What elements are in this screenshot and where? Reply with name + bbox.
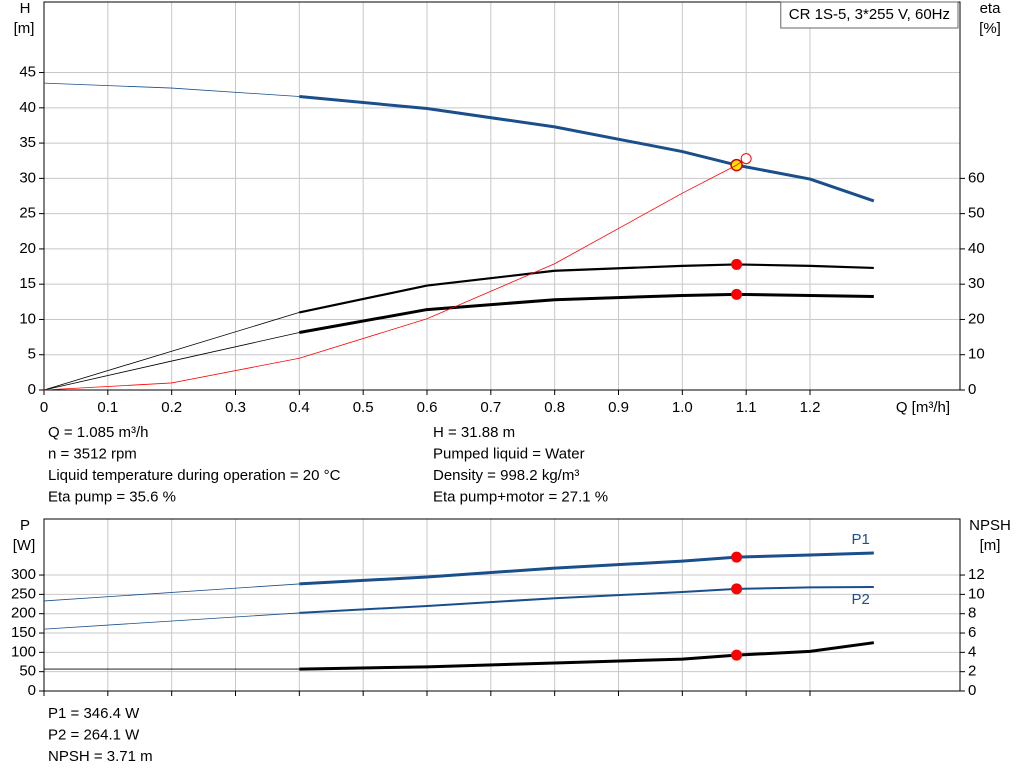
curve-extrapolated — [43, 357, 300, 391]
y-tick-label: 0 — [28, 682, 36, 699]
y2-tick-label: 60 — [968, 169, 985, 186]
y-axis-label: H — [20, 0, 31, 17]
y-tick-label: 5 — [28, 346, 36, 363]
plot-frame — [43, 1, 961, 391]
curve-extrapolated — [43, 332, 300, 391]
y-tick-label: 25 — [19, 205, 36, 222]
y2-tick-label: 0 — [968, 381, 976, 398]
duty-point — [731, 258, 743, 270]
x-tick-label: 1.2 — [800, 399, 821, 416]
y-tick-label: 40 — [19, 99, 36, 116]
x-tick-label: 0.9 — [608, 399, 629, 416]
y-tick-label: 0 — [28, 381, 36, 398]
y-tick-label: 50 — [19, 663, 36, 680]
y2-axis-unit: [m] — [980, 537, 1001, 554]
plot-frame — [43, 518, 961, 692]
y-tick-label: 200 — [11, 605, 36, 622]
y2-tick-label: 50 — [968, 205, 985, 222]
y-axis-unit: [W] — [13, 537, 36, 554]
y-tick-label: 35 — [19, 134, 36, 151]
info-text: Eta pump = 35.6 % — [48, 488, 176, 505]
duty-point — [731, 288, 743, 300]
y2-axis-label: NPSH — [969, 517, 1011, 534]
y2-tick-label: 12 — [968, 566, 985, 583]
info-text: Q = 1.085 m³/h — [48, 424, 148, 441]
x-tick-label: 0.1 — [97, 399, 118, 416]
curve — [299, 586, 874, 614]
y-tick-label: 10 — [19, 310, 36, 327]
y2-tick-label: 20 — [968, 310, 985, 327]
curve — [299, 292, 874, 334]
curve-extrapolated — [43, 612, 300, 630]
y-axis-label: P — [20, 517, 30, 534]
x-tick-label: 1.0 — [672, 399, 693, 416]
info-text: Eta pump+motor = 27.1 % — [433, 488, 608, 505]
y-tick-label: 150 — [11, 624, 36, 641]
info-text: Liquid temperature during operation = 20… — [48, 467, 341, 484]
y-tick-label: 300 — [11, 566, 36, 583]
curve — [299, 95, 875, 203]
y2-tick-label: 0 — [968, 682, 976, 699]
y2-tick-label: 2 — [968, 663, 976, 680]
curve — [299, 158, 747, 359]
y-tick-label: 20 — [19, 240, 36, 257]
curve — [299, 641, 875, 671]
curve-label: P1 — [851, 531, 869, 548]
x-tick-label: 1.1 — [736, 399, 757, 416]
curve-extrapolated — [43, 82, 300, 97]
y2-tick-label: 10 — [968, 346, 985, 363]
info-text: P1 = 346.4 W — [48, 705, 140, 722]
curve-extrapolated — [43, 583, 300, 602]
info-text: P2 = 264.1 W — [48, 726, 140, 743]
curve-extrapolated — [43, 312, 300, 391]
duty-point — [731, 583, 743, 595]
x-tick-label: 0.6 — [417, 399, 438, 416]
info-text: Pumped liquid = Water — [433, 445, 585, 462]
y-tick-label: 15 — [19, 275, 36, 292]
y2-axis-unit: [%] — [979, 20, 1001, 37]
duty-point — [731, 551, 743, 563]
y-tick-label: 100 — [11, 643, 36, 660]
x-tick-label: 0.7 — [480, 399, 501, 416]
x-tick-label: 0.8 — [544, 399, 565, 416]
curve — [299, 551, 874, 586]
chart-title: CR 1S-5, 3*255 V, 60Hz — [789, 6, 950, 23]
x-tick-label: 0 — [40, 399, 48, 416]
y-tick-label: 45 — [19, 64, 36, 81]
y2-tick-label: 4 — [968, 643, 976, 660]
curve — [299, 263, 874, 314]
info-text: Density = 998.2 kg/m³ — [433, 467, 579, 484]
title-box — [780, 1, 959, 29]
y2-tick-label: 8 — [968, 605, 976, 622]
y2-tick-label: 6 — [968, 624, 976, 641]
duty-point — [731, 649, 743, 661]
y-tick-label: 30 — [19, 169, 36, 186]
x-tick-label: 0.4 — [289, 399, 310, 416]
x-tick-label: 0.2 — [161, 399, 182, 416]
y-axis-unit: [m] — [14, 20, 35, 37]
x-tick-label: 0.5 — [353, 399, 374, 416]
curve-label: P2 — [851, 591, 869, 608]
curve-end-marker — [740, 153, 752, 165]
y2-tick-label: 40 — [968, 240, 985, 257]
info-text: n = 3512 rpm — [48, 445, 137, 462]
x-axis-label: Q [m³/h] — [896, 399, 950, 416]
info-text: H = 31.88 m — [433, 424, 515, 441]
x-tick-label: 0.3 — [225, 399, 246, 416]
y2-tick-label: 30 — [968, 275, 985, 292]
y2-axis-label: eta — [980, 0, 1002, 17]
y2-tick-label: 10 — [968, 585, 985, 602]
y-tick-label: 250 — [11, 585, 36, 602]
info-text: NPSH = 3.71 m — [48, 748, 153, 765]
